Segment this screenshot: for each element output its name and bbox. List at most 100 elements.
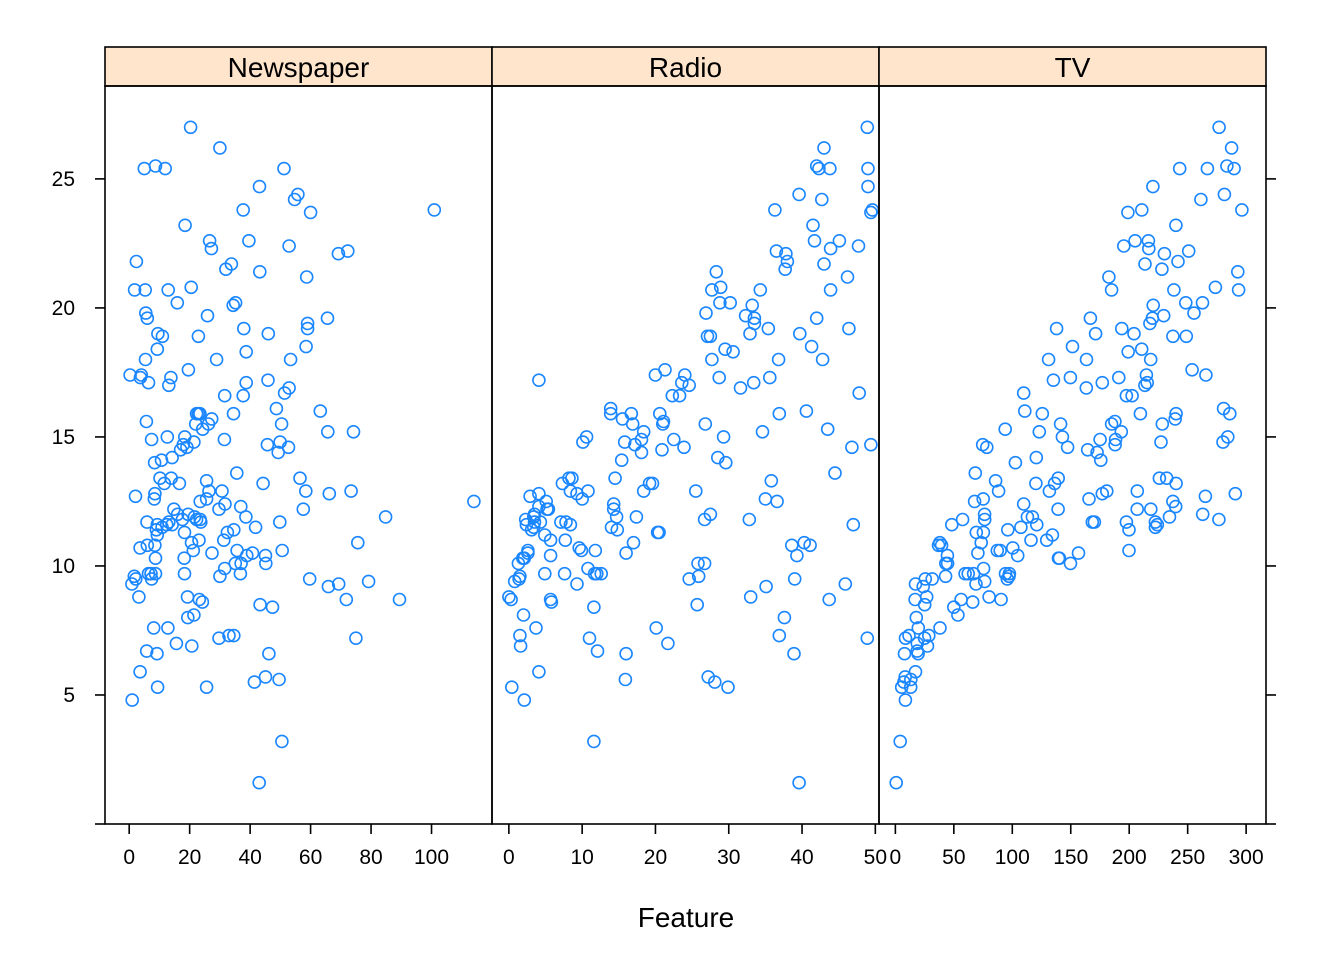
data-point — [778, 262, 793, 277]
data-point — [148, 566, 163, 581]
data-point — [1128, 234, 1142, 248]
data-point — [177, 566, 192, 581]
data-point — [955, 512, 970, 527]
data-point — [1102, 270, 1116, 284]
data-point — [674, 375, 689, 390]
data-point — [261, 373, 275, 388]
data-point — [321, 579, 336, 594]
data-point — [974, 535, 989, 550]
data-point — [467, 494, 481, 509]
data-point — [1212, 512, 1226, 527]
data-point — [1108, 414, 1122, 429]
data-point — [803, 538, 817, 553]
data-point — [320, 311, 335, 326]
data-point — [979, 440, 994, 455]
data-point — [181, 362, 196, 377]
data-point — [287, 192, 302, 207]
data-point — [272, 515, 287, 529]
data-point — [202, 234, 217, 248]
data-point — [300, 321, 315, 336]
data-point — [615, 412, 630, 426]
data-point — [202, 484, 216, 498]
data-point — [1071, 546, 1086, 560]
data-point — [217, 561, 232, 576]
data-point — [262, 646, 276, 661]
data-point — [579, 430, 594, 444]
data-point — [814, 192, 829, 207]
data-point — [1115, 321, 1129, 336]
data-point — [1212, 120, 1226, 135]
data-point — [148, 551, 163, 566]
data-point — [346, 424, 361, 439]
data-point — [944, 517, 959, 532]
data-point — [823, 161, 837, 176]
data-point — [1187, 306, 1201, 320]
data-point — [1156, 308, 1171, 323]
data-point — [1042, 484, 1057, 498]
data-point — [565, 471, 579, 486]
data-point — [1025, 510, 1040, 524]
data-point — [183, 120, 198, 135]
data-point — [186, 543, 201, 558]
data-point — [1083, 311, 1098, 326]
panel-tv: TV 0 50 100 150 200 250 300 — [878, 46, 1267, 869]
x-tick-label: 0 — [890, 846, 902, 869]
data-point — [129, 254, 144, 269]
data-point — [1146, 298, 1160, 313]
points-group — [889, 120, 1249, 790]
data-point — [150, 342, 165, 357]
strip-background — [104, 46, 493, 87]
data-point — [236, 388, 250, 403]
data-point — [1208, 280, 1223, 295]
x-axis-title: Feature — [638, 902, 735, 933]
data-point — [860, 120, 875, 135]
x-tick-label: 100 — [995, 846, 1030, 869]
data-point — [792, 775, 806, 790]
data-point — [864, 205, 878, 220]
data-point — [823, 241, 838, 256]
data-point — [147, 492, 162, 506]
data-point — [1168, 412, 1182, 426]
data-point — [698, 417, 713, 431]
data-point — [200, 308, 215, 323]
data-point — [672, 388, 687, 403]
data-point — [148, 486, 162, 501]
data-point — [209, 352, 224, 367]
data-point — [523, 489, 537, 504]
data-point — [1154, 435, 1168, 449]
data-point — [178, 430, 192, 444]
data-point — [339, 592, 354, 607]
data-point — [192, 592, 207, 607]
data-point — [164, 370, 178, 385]
data-point — [1235, 203, 1249, 217]
data-point — [779, 246, 793, 261]
data-point — [925, 572, 940, 586]
data-point — [1051, 471, 1065, 486]
data-point — [1108, 437, 1122, 452]
data-point — [968, 466, 983, 480]
data-point — [842, 321, 856, 336]
data-point — [1024, 533, 1038, 548]
y-axis: 5 10 15 20 25 — [52, 168, 105, 825]
data-point — [677, 440, 691, 455]
data-point — [178, 218, 192, 233]
panel-radio: Radio 0 10 20 30 40 50 — [491, 46, 887, 869]
data-point — [320, 424, 335, 439]
x-tick-label: 0 — [123, 846, 135, 869]
data-point — [845, 440, 859, 455]
data-point — [127, 283, 142, 297]
data-point — [977, 507, 992, 522]
data-point — [933, 621, 947, 635]
data-point — [217, 388, 232, 403]
data-point — [815, 352, 830, 367]
data-point — [838, 577, 853, 591]
data-point — [820, 422, 835, 437]
data-point — [1008, 455, 1023, 470]
data-point — [634, 432, 649, 447]
data-point — [1198, 489, 1213, 504]
data-point — [759, 579, 773, 594]
x-tick-label: 300 — [1229, 846, 1264, 869]
data-point — [1080, 442, 1095, 457]
data-point — [902, 628, 916, 643]
data-point — [148, 538, 162, 553]
